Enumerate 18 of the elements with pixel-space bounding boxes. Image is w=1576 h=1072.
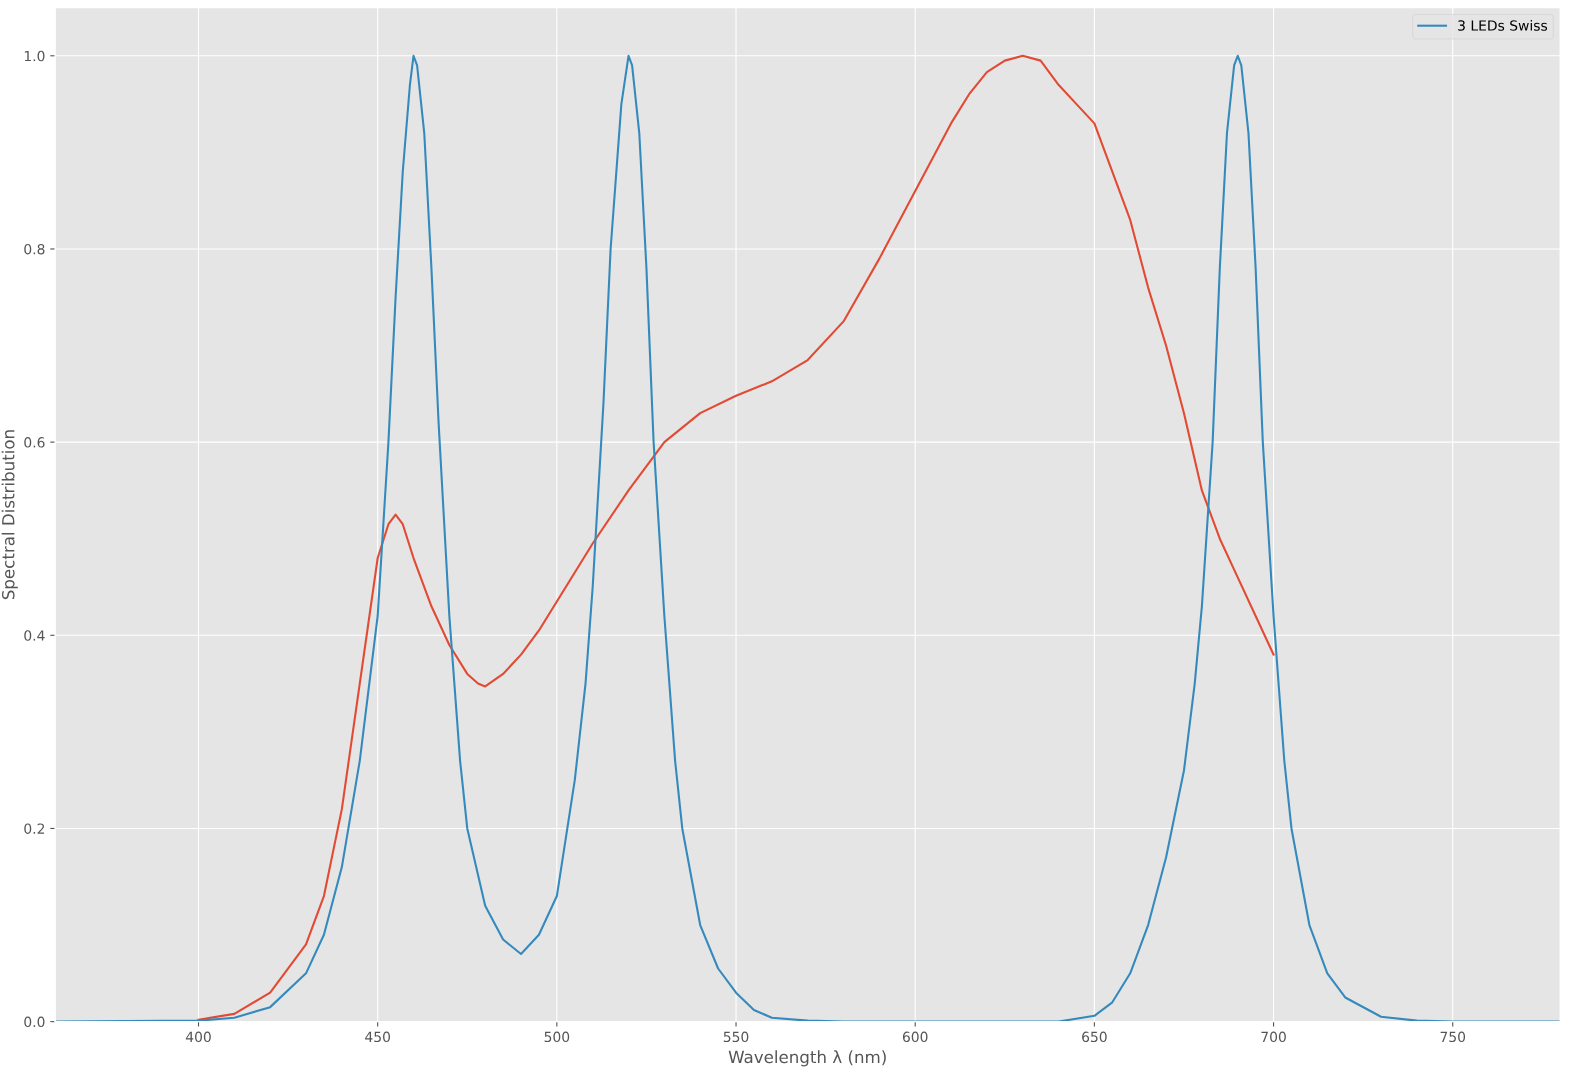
x-tick-label: 450: [365, 1031, 391, 1043]
line-series: [197, 54, 1275, 1021]
y-tick-label: 1.0: [24, 50, 45, 62]
y-tick-label: 0.4: [24, 630, 45, 641]
x-tick-label: 550: [723, 1031, 749, 1043]
y-tick-label: 0.2: [24, 823, 45, 834]
x-axis-title: Wavelength λ (nm): [728, 1050, 886, 1067]
x-tick-label: 700: [1261, 1031, 1286, 1043]
legend-label: 3 LEDs Swiss: [1458, 20, 1548, 31]
x-tick-label: 400: [185, 1031, 211, 1043]
y-tick-label: 0.6: [24, 437, 45, 448]
y-tick-label: 0.8: [24, 243, 45, 255]
y-axis-title: Spectral Distribution: [1, 430, 18, 600]
y-tick-label: 0.0: [24, 1016, 45, 1028]
x-tick-label: 750: [1440, 1031, 1466, 1043]
x-tick-label: 650: [1082, 1031, 1107, 1043]
x-tick-label: 600: [902, 1031, 928, 1043]
x-tick-label: 500: [544, 1031, 570, 1043]
